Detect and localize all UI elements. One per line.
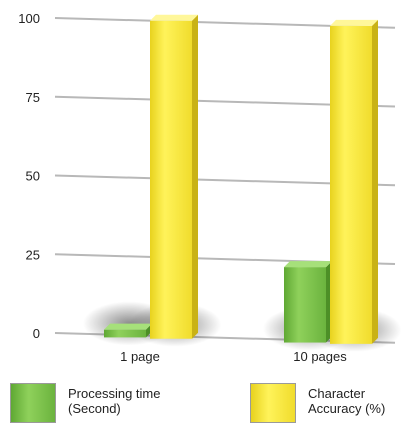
bar-top [284,261,332,268]
y-tick-label: 25 [26,247,40,262]
y-tick-label: 75 [26,90,40,105]
bar-side [192,14,198,339]
bar-character-accuracy [150,20,192,339]
y-tick-label: 0 [33,326,40,341]
legend-label-line1: Character [308,386,366,401]
legend-item-character-accuracy: Character Accuracy (%) [250,383,385,423]
bar-chart: 0 25 50 75 100 1 page 10 pages [18,11,402,364]
legend-label-line2: Accuracy (%) [308,401,386,416]
bar-side [372,19,378,344]
bar-top [104,323,152,330]
y-tick-label: 50 [26,169,40,184]
legend-label-character-accuracy: Character Accuracy (%) [308,386,385,416]
bar-top [150,14,198,21]
x-category-label: 1 page [120,349,160,364]
x-category-label: 10 pages [293,349,347,364]
bar-processing-time [104,329,146,338]
legend-label-line2: (Second) [68,401,121,416]
legend-item-processing-time: Processing time (Second) [10,383,160,423]
legend-swatch-character-accuracy [250,383,296,423]
legend-label-line1: Processing time [68,386,161,401]
bar-top [330,19,378,26]
legend-label-processing-time: Processing time (Second) [68,386,160,416]
legend-swatch-processing-time [10,383,56,423]
y-tick-label: 100 [18,11,40,26]
bar-processing-time [284,267,326,343]
bar-character-accuracy [330,25,372,344]
